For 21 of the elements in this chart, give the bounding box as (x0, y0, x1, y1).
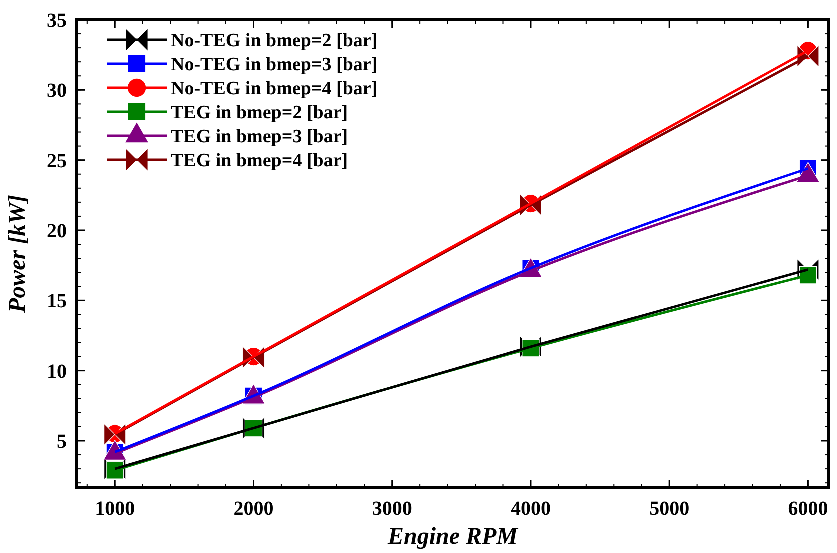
y-tick-label: 30 (47, 80, 67, 102)
x-tick-label: 1000 (95, 498, 136, 520)
legend-label: TEG in bmep=3 [bar] (171, 126, 348, 148)
x-tick-label: 2000 (234, 498, 274, 520)
legend-label: No-TEG in bmep=2 [bar] (171, 30, 378, 52)
y-tick-label: 15 (47, 290, 67, 313)
x-tick-label: 5000 (650, 498, 690, 520)
x-tick-label: 6000 (788, 498, 828, 520)
y-axis-title: Power [kW] (5, 195, 31, 314)
x-tick-label: 4000 (510, 498, 551, 520)
y-tick-label: 5 (57, 430, 67, 453)
x-tick-label: 3000 (372, 498, 412, 520)
y-tick-label: 35 (47, 10, 67, 32)
legend-label: TEG in bmep=2 [bar] (171, 102, 348, 124)
legend-label: TEG in bmep=4 [bar] (171, 150, 348, 172)
legend-label: No-TEG in bmep=4 [bar] (171, 78, 378, 100)
x-axis-title: Engine RPM (386, 524, 520, 550)
legend-label: No-TEG in bmep=3 [bar] (171, 54, 378, 76)
y-tick-label: 25 (47, 150, 67, 172)
y-tick-label: 20 (47, 220, 67, 242)
y-tick-label: 10 (47, 360, 67, 383)
